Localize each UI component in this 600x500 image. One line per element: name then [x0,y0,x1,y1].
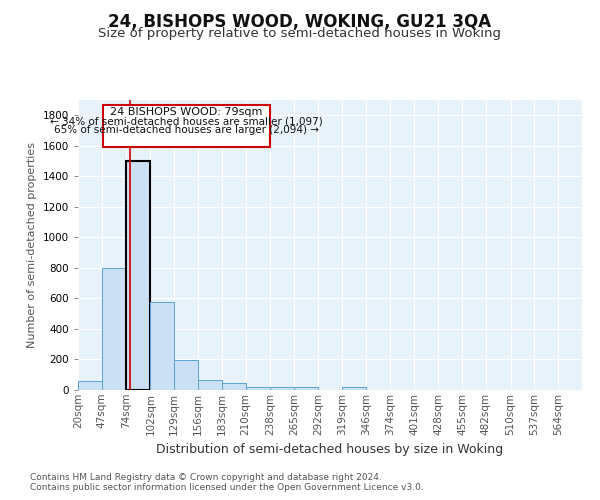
Bar [125,161,151,390]
Bar [342,387,366,390]
Bar [294,387,318,390]
X-axis label: Distribution of semi-detached houses by size in Woking: Distribution of semi-detached houses by … [157,443,503,456]
Bar [271,387,294,390]
Y-axis label: Number of semi-detached properties: Number of semi-detached properties [27,142,37,348]
Text: 24, BISHOPS WOOD, WOKING, GU21 3QA: 24, BISHOPS WOOD, WOKING, GU21 3QA [109,12,491,30]
Bar [222,383,246,390]
Text: Size of property relative to semi-detached houses in Woking: Size of property relative to semi-detach… [98,28,502,40]
Text: Contains public sector information licensed under the Open Government Licence v3: Contains public sector information licen… [30,484,424,492]
Text: ← 34% of semi-detached houses are smaller (1,097): ← 34% of semi-detached houses are smalle… [50,116,323,126]
Bar [102,268,125,390]
FancyBboxPatch shape [103,104,269,148]
Bar [78,381,102,390]
Text: 24 BISHOPS WOOD: 79sqm: 24 BISHOPS WOOD: 79sqm [110,107,262,117]
Bar [174,360,198,390]
Text: Contains HM Land Registry data © Crown copyright and database right 2024.: Contains HM Land Registry data © Crown c… [30,474,382,482]
Bar [198,380,222,390]
Bar [246,387,271,390]
Text: 65% of semi-detached houses are larger (2,094) →: 65% of semi-detached houses are larger (… [53,125,319,135]
Bar [151,302,174,390]
